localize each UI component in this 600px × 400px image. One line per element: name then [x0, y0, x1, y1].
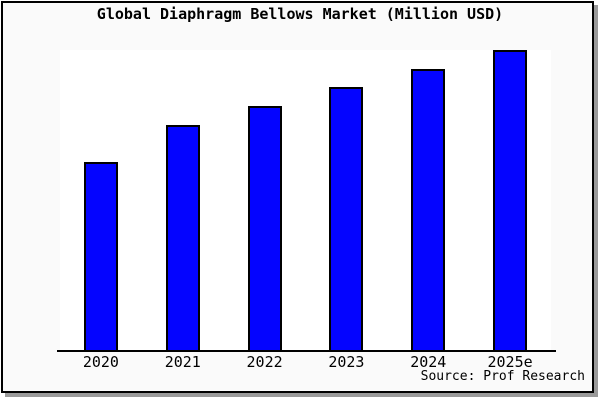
bar-2024 [411, 69, 446, 350]
x-tick-label-2022: 2022 [246, 353, 283, 371]
bar-2020 [83, 162, 118, 350]
x-axis-line [57, 350, 556, 352]
bar-2022 [247, 106, 282, 350]
plot-area [60, 50, 551, 350]
x-tick-label-2025e: 2025e [487, 353, 533, 371]
x-tick-label-2023: 2023 [328, 353, 365, 371]
bar-2023 [329, 87, 364, 350]
chart-title: Global Diaphragm Bellows Market (Million… [96, 5, 504, 23]
source-text: Source: Prof Research [420, 369, 585, 384]
x-tick-label-2021: 2021 [164, 353, 201, 371]
x-tick-label-2024: 2024 [410, 353, 447, 371]
bar-2025e [493, 50, 528, 350]
bar-2021 [165, 125, 200, 350]
x-axis-labels: 2020 2021 2022 2023 2024 2025e [60, 353, 551, 371]
x-tick-label-2020: 2020 [82, 353, 119, 371]
